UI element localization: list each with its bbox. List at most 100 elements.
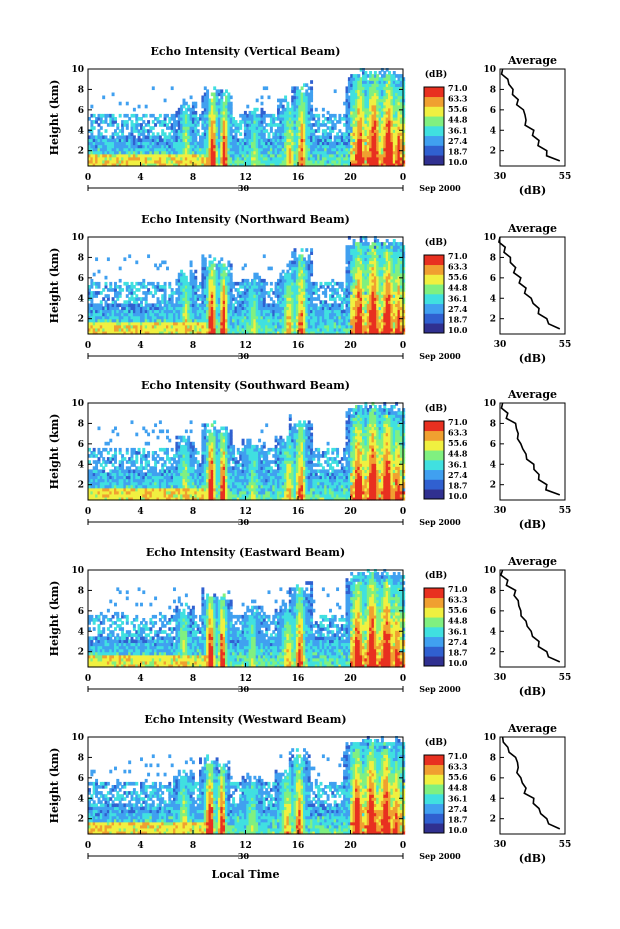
heatmap-cell — [191, 135, 195, 140]
heatmap-cell — [347, 153, 351, 158]
heatmap-cell — [317, 153, 321, 158]
heatmap-cell — [180, 159, 184, 164]
heatmap-cell — [338, 117, 342, 121]
heatmap-cell — [383, 132, 387, 136]
heatmap-cell — [213, 138, 217, 143]
heatmap-cell — [184, 281, 188, 286]
heatmap-cell — [220, 89, 224, 94]
heatmap-cell — [194, 110, 198, 115]
heatmap-cell — [253, 107, 257, 112]
heatmap-cell — [88, 297, 91, 301]
heatmap-cell — [88, 162, 91, 167]
heatmap-cell — [258, 117, 262, 121]
heatmap-cell — [345, 92, 349, 97]
heatmap-cell — [343, 101, 347, 106]
heatmap-cell — [385, 95, 389, 100]
heatmap-cell — [286, 281, 290, 286]
heatmap-cell — [142, 138, 146, 143]
heatmap-cell — [232, 150, 236, 155]
heatmap-cell — [142, 318, 146, 323]
heatmap-cell — [121, 144, 125, 149]
heatmap-cell — [161, 150, 165, 155]
heatmap-cell — [388, 162, 391, 167]
heatmap-cell — [135, 144, 139, 149]
heatmap-cell — [376, 138, 380, 143]
heatmap-cell — [383, 92, 387, 97]
heatmap-cell — [333, 159, 337, 164]
heatmap-cell — [364, 120, 368, 124]
heatmap-cell — [352, 138, 356, 143]
heatmap-cell — [163, 147, 167, 152]
heatmap-cell — [303, 294, 306, 298]
heatmap-cell — [298, 117, 302, 121]
average-y-tick-label: 10 — [483, 65, 496, 75]
heatmap-cell — [277, 281, 280, 286]
heatmap-cell — [364, 144, 368, 149]
heatmap-cell — [225, 272, 228, 277]
heatmap-cell — [260, 107, 264, 112]
heatmap-cell — [215, 263, 219, 268]
heatmap-cell — [284, 120, 288, 124]
heatmap-cell — [288, 162, 292, 167]
heatmap-cell — [248, 132, 252, 136]
heatmap-cell — [140, 141, 143, 146]
heatmap-cell — [201, 306, 205, 311]
heatmap-cell — [163, 281, 167, 286]
heatmap-cell — [397, 80, 401, 84]
heatmap-cell — [217, 135, 221, 140]
heatmap-cell — [194, 306, 198, 311]
heatmap-cell — [151, 312, 155, 317]
heatmap-cell — [239, 318, 243, 323]
heatmap-cell — [208, 300, 212, 304]
heatmap-cell — [388, 123, 391, 127]
heatmap-cell — [106, 324, 110, 329]
heatmap-cell — [229, 141, 233, 146]
heatmap-cell — [118, 138, 122, 143]
heatmap-cell — [130, 324, 134, 329]
heatmap-cell — [132, 162, 136, 167]
heatmap-cell — [208, 327, 212, 332]
heatmap-cell — [388, 113, 391, 118]
heatmap-cell — [239, 120, 243, 124]
heatmap-cell — [402, 101, 406, 106]
heatmap-cell — [215, 303, 219, 308]
heatmap-cell — [111, 135, 115, 140]
heatmap-cell — [154, 324, 158, 329]
heatmap-cell — [402, 138, 406, 143]
heatmap-cell — [312, 288, 316, 292]
heatmap-cell — [97, 318, 101, 323]
heatmap-cell — [90, 321, 94, 326]
heatmap-cell — [383, 147, 387, 152]
heatmap-cell — [303, 266, 306, 271]
heatmap-cell — [397, 132, 401, 136]
heatmap-cell — [331, 153, 335, 158]
y-axis-label: Height (km) — [48, 80, 61, 156]
heatmap-cell — [310, 321, 314, 326]
heatmap-cell — [300, 159, 304, 164]
heatmap-cell — [305, 297, 309, 301]
heatmap-cell — [111, 330, 115, 335]
colorbar-tick-label: 55.6 — [448, 104, 468, 114]
heatmap-cell — [229, 309, 233, 314]
heatmap-cell — [277, 300, 280, 304]
heatmap-cell — [187, 107, 191, 112]
heatmap-cell — [215, 272, 219, 277]
heatmap-cell — [350, 150, 354, 155]
heatmap-cell — [203, 269, 207, 274]
heatmap-cell — [277, 117, 280, 121]
heatmap-cell — [300, 285, 304, 289]
heatmap-cell — [227, 330, 231, 335]
heatmap-cell — [357, 138, 361, 143]
heatmap-cell — [121, 306, 125, 311]
heatmap-cell — [274, 291, 278, 295]
heatmap-cell — [109, 120, 113, 124]
heatmap-cell — [298, 138, 302, 143]
heatmap-cell — [281, 132, 285, 136]
heatmap-cell — [189, 260, 193, 265]
heatmap-cell — [345, 318, 349, 323]
heatmap-cell — [343, 321, 347, 326]
heatmap-cell — [399, 147, 403, 152]
heatmap-cell — [303, 144, 306, 149]
heatmap-cell — [227, 315, 231, 320]
heatmap-cell — [194, 126, 198, 130]
